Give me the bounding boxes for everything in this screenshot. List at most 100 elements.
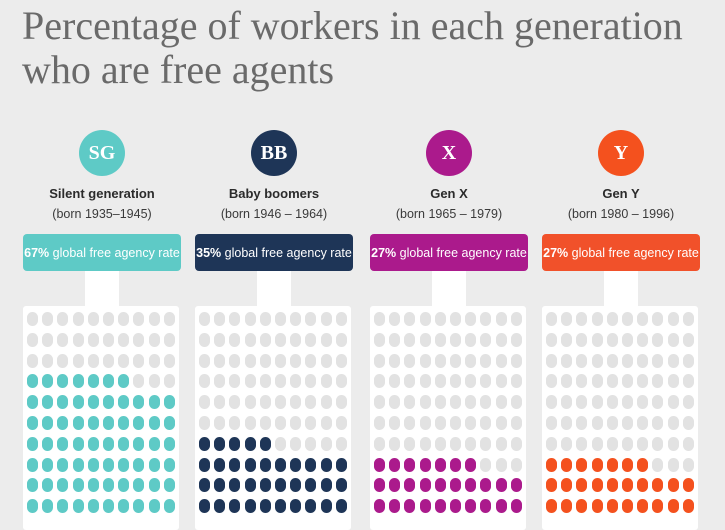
waffle-cell-empty <box>510 395 522 410</box>
waffle-cell-filled <box>290 499 302 514</box>
waffle-cell-empty <box>244 332 256 347</box>
waffle-cell-filled <box>621 457 633 472</box>
waffle-cell-empty <box>290 312 302 326</box>
waffle-cell-filled <box>133 499 145 514</box>
waffle-cell-empty <box>495 436 507 451</box>
waffle-cell-filled <box>305 478 317 493</box>
waffle-cell-filled <box>102 415 114 430</box>
waffle-cell-filled <box>389 457 401 472</box>
waffle-cell-filled <box>621 478 633 493</box>
waffle-cell-empty <box>229 374 241 389</box>
generation-badge: SG <box>79 130 125 176</box>
waffle-cell-empty <box>404 312 416 326</box>
waffle-cell-filled <box>576 478 588 493</box>
waffle-cell-empty <box>652 332 664 347</box>
waffle-cell-empty <box>561 415 573 430</box>
waffle-cell-filled <box>102 436 114 451</box>
generation-name: Gen Y <box>602 186 640 201</box>
waffle-cell-empty <box>214 312 226 326</box>
waffle-cell-empty <box>320 415 332 430</box>
waffle-cell-filled <box>290 478 302 493</box>
waffle-cell-filled <box>374 478 385 493</box>
rate-percent: 27% <box>543 245 569 260</box>
waffle-cell-filled <box>274 499 286 514</box>
waffle-cell-filled <box>335 499 347 514</box>
waffle-cell-filled <box>320 499 332 514</box>
waffle-cell-filled <box>606 499 618 514</box>
waffle-cell-filled <box>57 395 69 410</box>
waffle-cell-filled <box>591 499 603 514</box>
waffle-cell-filled <box>637 457 649 472</box>
waffle-cell-empty <box>199 415 210 430</box>
waffle-cell-empty <box>561 332 573 347</box>
waffle-cell-filled <box>214 436 226 451</box>
waffle-cell-empty <box>42 353 54 368</box>
generation-born-range: (born 1980 – 1996) <box>567 207 675 221</box>
waffle-cell-filled <box>652 499 664 514</box>
generation-born-range: (born 1965 – 1979) <box>395 207 503 221</box>
waffle-cell-empty <box>244 312 256 326</box>
waffle-cell-empty <box>682 353 694 368</box>
waffle-cell-empty <box>320 395 332 410</box>
waffle-panel <box>542 306 698 530</box>
waffle-cell-empty <box>335 332 347 347</box>
waffle-cell-empty <box>102 332 114 347</box>
waffle-cell-empty <box>495 395 507 410</box>
waffle-cell-filled <box>118 415 130 430</box>
waffle-cell-empty <box>652 395 664 410</box>
waffle-cell-empty <box>449 395 461 410</box>
waffle-cell-filled <box>374 499 385 514</box>
waffle-cell-filled <box>27 415 38 430</box>
waffle-panel <box>195 306 351 530</box>
waffle-cell-empty <box>465 353 477 368</box>
waffle-cell-filled <box>27 457 38 472</box>
waffle-cell-empty <box>682 312 694 326</box>
waffle-cell-filled <box>57 436 69 451</box>
waffle-cell-empty <box>449 436 461 451</box>
waffle-cell-empty <box>449 415 461 430</box>
waffle-grid <box>27 312 175 514</box>
waffle-cell-empty <box>546 415 557 430</box>
waffle-cell-empty <box>591 395 603 410</box>
waffle-cell-empty <box>591 415 603 430</box>
waffle-cell-empty <box>591 332 603 347</box>
waffle-cell-empty <box>199 353 210 368</box>
waffle-cell-filled <box>335 478 347 493</box>
waffle-cell-empty <box>214 332 226 347</box>
waffle-cell-empty <box>621 353 633 368</box>
waffle-cell-empty <box>259 353 271 368</box>
waffle-cell-filled <box>163 478 175 493</box>
waffle-cell-empty <box>480 415 492 430</box>
generation-badge: Y <box>598 130 644 176</box>
waffle-cell-empty <box>449 332 461 347</box>
waffle-cell-empty <box>606 395 618 410</box>
waffle-cell-empty <box>163 374 175 389</box>
waffle-cell-empty <box>374 436 385 451</box>
waffle-cell-empty <box>682 332 694 347</box>
generation-column-bb: BB Baby boomers (born 1946 – 1964) 35% g… <box>195 130 353 530</box>
waffle-cell-empty <box>42 312 54 326</box>
waffle-cell-empty <box>27 353 38 368</box>
waffle-cell-empty <box>637 374 649 389</box>
waffle-cell-filled <box>199 457 210 472</box>
waffle-cell-empty <box>229 415 241 430</box>
waffle-cell-empty <box>621 374 633 389</box>
waffle-cell-empty <box>214 353 226 368</box>
waffle-cell-filled <box>561 478 573 493</box>
waffle-cell-filled <box>652 478 664 493</box>
waffle-cell-empty <box>576 332 588 347</box>
waffle-cell-filled <box>606 457 618 472</box>
waffle-cell-filled <box>57 374 69 389</box>
rate-label: global free agency rate <box>221 245 352 260</box>
waffle-cell-empty <box>434 436 446 451</box>
waffle-cell-empty <box>320 312 332 326</box>
waffle-cell-filled <box>667 499 679 514</box>
waffle-cell-filled <box>305 457 317 472</box>
waffle-cell-empty <box>480 436 492 451</box>
waffle-cell-empty <box>449 312 461 326</box>
waffle-cell-empty <box>335 415 347 430</box>
waffle-cell-empty <box>274 395 286 410</box>
waffle-cell-empty <box>27 312 38 326</box>
waffle-cell-empty <box>667 436 679 451</box>
waffle-cell-empty <box>591 436 603 451</box>
